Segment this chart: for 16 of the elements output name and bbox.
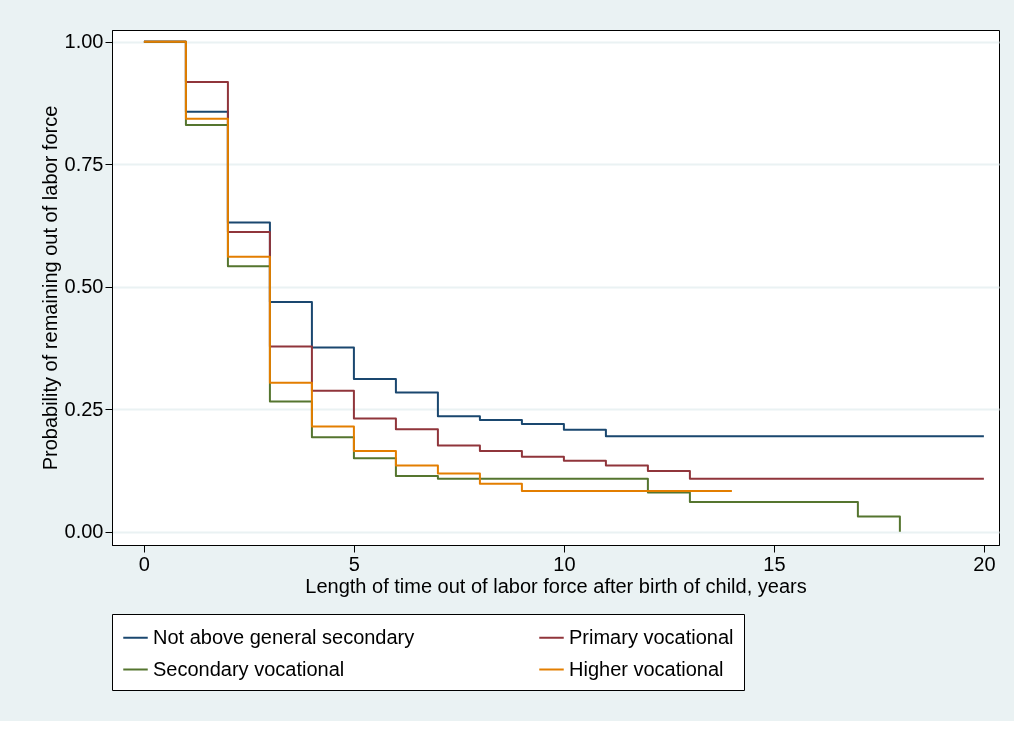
y-tick-label: 0.25 — [64, 397, 104, 420]
y-tick-label: 0.75 — [64, 152, 104, 175]
x-tick-label: 20 — [973, 552, 996, 575]
x-tick-label: 10 — [553, 552, 576, 575]
x-tick-label: 0 — [138, 552, 150, 575]
y-axis-title: Probability of remaining out of labor force — [38, 105, 61, 471]
x-axis-title: Length of time out of labor force after birth of child, years — [305, 574, 807, 597]
legend-label: Secondary vocational — [153, 657, 345, 680]
legend-label: Not above general secondary — [153, 625, 415, 648]
x-tick-label: 5 — [348, 552, 360, 575]
y-tick-label: 0.50 — [64, 275, 104, 298]
legend-label: Higher vocational — [569, 657, 724, 680]
x-tick-label: 15 — [763, 552, 786, 575]
legend-label: Primary vocational — [569, 625, 734, 648]
y-tick-label: 1.00 — [64, 30, 104, 53]
y-tick-label: 0.00 — [64, 520, 104, 543]
